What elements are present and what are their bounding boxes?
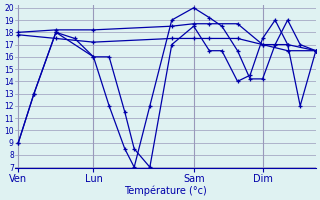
- X-axis label: Température (°c): Température (°c): [124, 185, 207, 196]
